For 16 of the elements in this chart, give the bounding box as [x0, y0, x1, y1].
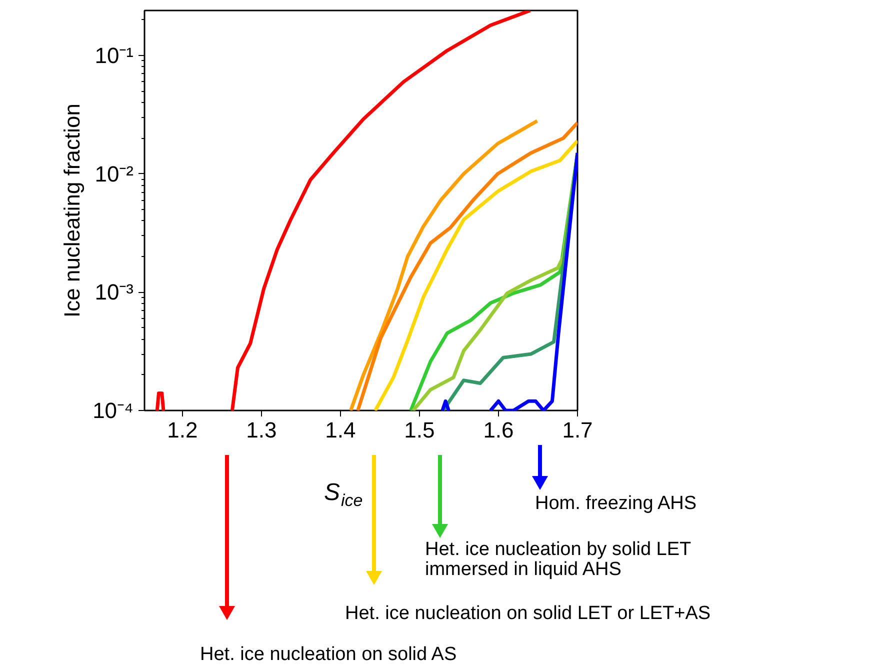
text: Hom. freezing AHS	[535, 493, 697, 514]
x-tick-label: 1.6	[483, 418, 514, 442]
text: Het. ice nucleation on solid AS	[200, 644, 457, 665]
x-tick-label: 1.3	[246, 418, 277, 442]
x-tick-label: 1.7	[562, 418, 593, 442]
x-tick-label: 1.2	[167, 418, 198, 442]
y-axis-title: Ice nucleating fraction	[60, 103, 85, 318]
line-series	[348, 119, 539, 410]
text: Het. ice nucleation by solid LET immersed in liquid AHS	[425, 539, 692, 580]
text: Het. ice nucleation on solid LET or LET+AS	[345, 603, 711, 624]
x-tick-label: 1.4	[325, 418, 356, 442]
x-tick-label: 1.5	[404, 418, 435, 442]
y-tick-label: 10⁻¹	[94, 42, 134, 68]
y-tick-label: 10⁻²	[94, 161, 134, 186]
y-tick-label: 10⁻³	[94, 280, 134, 305]
y-tick-label: 10⁻⁴	[92, 398, 134, 423]
